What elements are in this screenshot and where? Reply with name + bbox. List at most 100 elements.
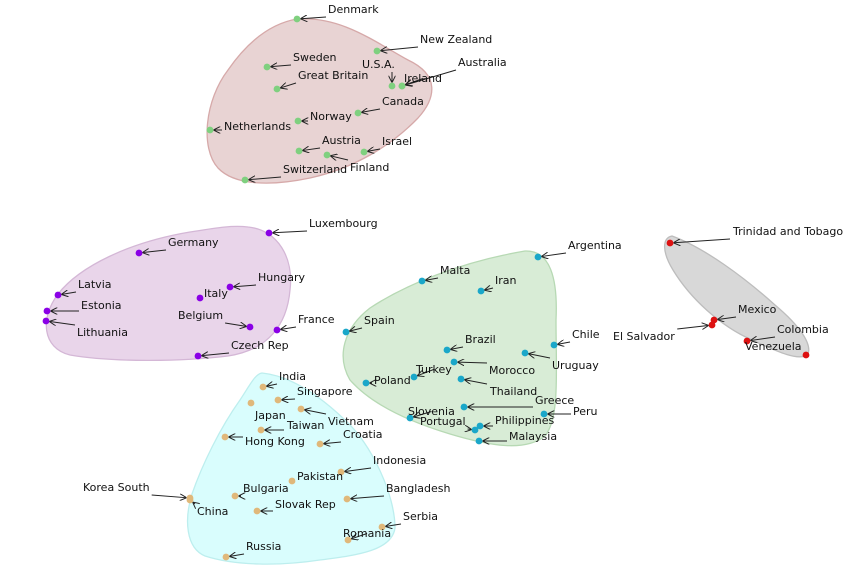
label-argentina: Argentina <box>568 239 622 252</box>
arrow-thailand <box>465 380 488 385</box>
label-austria: Austria <box>322 134 361 147</box>
point-finland <box>323 151 331 159</box>
point-greece <box>460 403 468 411</box>
label-malaysia: Malaysia <box>509 430 557 443</box>
label-new-zealand: New Zealand <box>420 33 492 46</box>
label-singapore: Singapore <box>297 385 353 398</box>
arrow-czech-rep <box>202 353 230 356</box>
label-ireland: Ireland <box>404 72 442 85</box>
point-norway <box>294 117 302 125</box>
arrow-singapore <box>282 399 296 400</box>
data-points <box>42 15 810 561</box>
label-trinidad-and-tobago: Trinidad and Tobago <box>732 225 843 238</box>
arrow-vietnam <box>305 410 327 415</box>
label-bulgaria: Bulgaria <box>243 482 289 495</box>
label-denmark: Denmark <box>328 3 379 16</box>
point-colombia <box>743 337 751 345</box>
label-australia: Australia <box>458 56 507 69</box>
arrow-finland <box>331 156 349 160</box>
point-india <box>259 383 267 391</box>
label-portugal: Portugal <box>420 415 466 428</box>
label-israel: Israel <box>382 135 412 148</box>
arrow-korea-south <box>151 495 186 498</box>
arrow-sweden <box>271 65 292 67</box>
label-hong-kong: Hong Kong <box>245 435 305 448</box>
arrow-romania <box>352 533 368 539</box>
label-chile: Chile <box>572 328 600 341</box>
label-serbia: Serbia <box>403 510 438 523</box>
point-lithuania <box>42 317 50 325</box>
point-indonesia <box>337 468 345 476</box>
point-serbia <box>378 523 386 531</box>
point-mexico <box>710 316 718 324</box>
label-usa: U.S.A. <box>362 58 395 71</box>
label-finland: Finland <box>350 161 389 174</box>
label-slovak-rep: Slovak Rep <box>275 498 336 511</box>
label-france: France <box>298 313 335 326</box>
point-slovenia <box>406 414 414 422</box>
point-italy <box>196 294 204 302</box>
arrow-denmark <box>301 17 327 19</box>
cluster-region-0 <box>206 18 433 184</box>
point-labels: Denmark New Zealand Sweden Australia U.S… <box>77 3 843 553</box>
label-colombia: Colombia <box>777 323 829 336</box>
point-austria <box>295 147 303 155</box>
arrow-serbia <box>386 524 402 526</box>
label-india: India <box>279 370 306 383</box>
label-malta: Malta <box>440 264 470 277</box>
label-uruguay: Uruguay <box>552 359 599 372</box>
arrow-brazil <box>451 347 464 349</box>
label-turkey: Turkey <box>415 363 452 376</box>
arrow-turkey <box>418 369 434 376</box>
label-vietnam: Vietnam <box>328 415 374 428</box>
label-belgium: Belgium <box>178 309 223 322</box>
point-russia <box>222 553 230 561</box>
point-chile <box>550 341 558 349</box>
point-malta <box>418 277 426 285</box>
point-china <box>186 496 194 504</box>
arrow-mexico <box>718 317 737 319</box>
label-greece: Greece <box>535 394 574 407</box>
point-israel <box>360 148 368 156</box>
arrow-hungary <box>234 285 257 287</box>
point-morocco <box>450 358 458 366</box>
point-pakistan <box>288 477 296 485</box>
point-canada <box>354 109 362 117</box>
point-japan <box>247 399 255 407</box>
arrow-canada <box>362 109 381 112</box>
arrow-argentina <box>542 253 567 256</box>
label-japan: Japan <box>254 409 286 422</box>
point-u-s-a <box>388 82 396 90</box>
label-brazil: Brazil <box>465 333 496 346</box>
arrow-india <box>267 384 278 386</box>
arrow-china <box>193 502 195 504</box>
point-hong-kong <box>221 433 229 441</box>
point-hungary <box>226 283 234 291</box>
arrow-belgium <box>225 323 246 326</box>
label-bangladesh: Bangladesh <box>386 482 451 495</box>
label-poland: Poland <box>374 374 411 387</box>
point-romania <box>344 536 352 544</box>
label-luxembourg: Luxembourg <box>309 217 378 230</box>
point-slovak-rep <box>253 507 261 515</box>
cluster-region-4 <box>663 235 810 358</box>
point-singapore <box>274 396 282 404</box>
arrow-luxembourg <box>273 231 308 233</box>
arrow-australia <box>406 69 457 85</box>
arrow-malta <box>426 278 439 280</box>
point-uruguay <box>521 349 529 357</box>
arrow-ireland <box>406 78 424 85</box>
cluster-region-1 <box>45 225 292 362</box>
label-korea-south: Korea South <box>83 481 150 494</box>
point-ireland <box>398 82 406 90</box>
label-taiwan: Taiwan <box>286 419 324 432</box>
label-iran: Iran <box>495 274 517 287</box>
label-pakistan: Pakistan <box>297 470 343 483</box>
label-russia: Russia <box>246 540 281 553</box>
point-iran <box>477 287 485 295</box>
arrow-great-britain <box>281 82 297 88</box>
arrow-morocco <box>458 362 488 363</box>
annotation-arrows <box>50 17 776 556</box>
point-venezuela <box>802 351 810 359</box>
